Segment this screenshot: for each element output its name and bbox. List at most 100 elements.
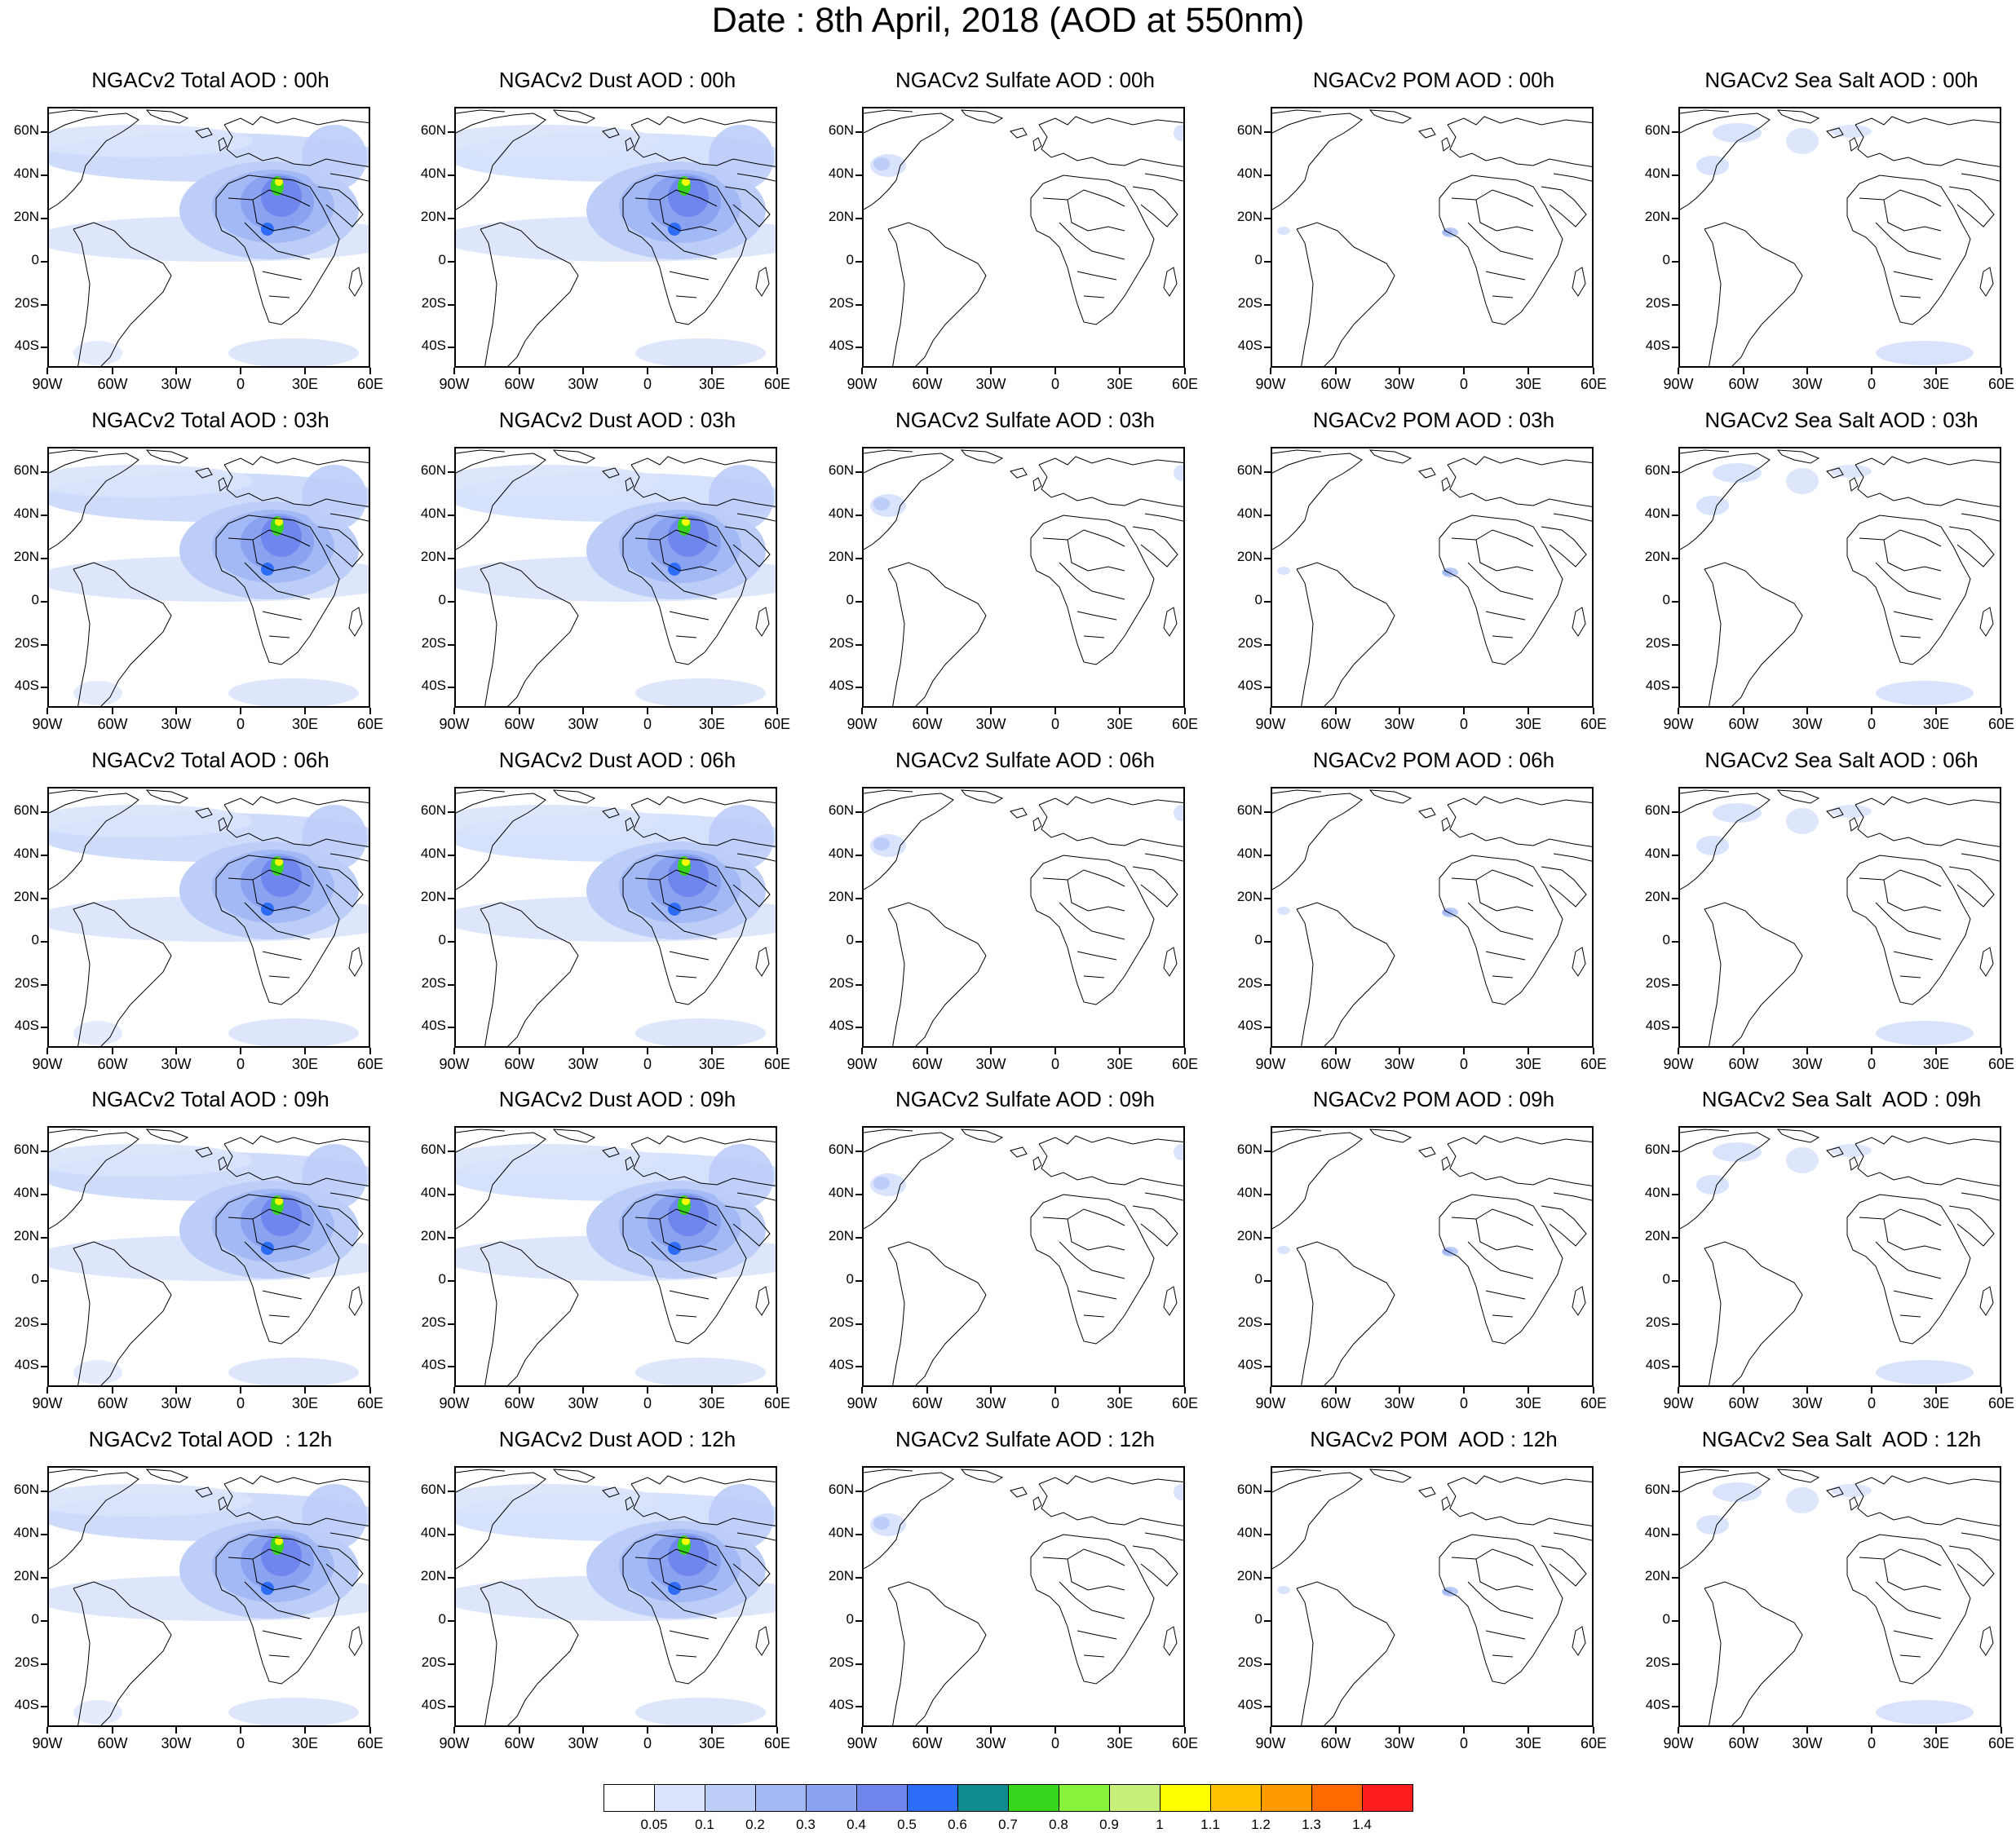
coastline-path [1572,607,1586,637]
lat-tick [855,1534,862,1535]
lon-tick-label: 30E [291,376,319,392]
coastline-path [1899,295,1921,298]
aod-field-patch [1831,465,1872,478]
coastline-path [218,817,228,832]
coastline-path [1855,1143,2000,1186]
lat-tick [855,1491,862,1492]
aod-field-patch [709,1484,774,1549]
lat-tick [41,1280,47,1282]
coastline-path [145,1129,189,1143]
coastline-path [724,186,771,227]
coastline-path [456,1132,546,1230]
coastline-path [1144,513,1183,522]
aod-field-patch [873,1517,890,1530]
lon-tick-label: 30W [161,1056,192,1072]
aod-field-patch [668,903,681,916]
lon-tick-label: 30W [1792,1395,1823,1411]
coastline-path [1826,127,1844,139]
coastline-path [1077,1630,1117,1640]
lon-tick [1527,368,1529,374]
coastline-path [1042,1548,1125,1566]
lat-tick [448,1323,454,1325]
coastline-path [864,1469,913,1473]
aod-field-svg [864,449,1183,706]
coastline-path [1042,869,1125,887]
aod-field-patch [456,1144,660,1177]
coastline-path [1144,1532,1183,1541]
coastline-path [1893,1630,1934,1640]
lat-tick [855,1577,862,1579]
lon-tick [582,708,584,714]
coastline-path [1680,1472,1771,1570]
lat-tick [855,558,862,559]
lon-tick [1399,1727,1400,1734]
lat-tick [41,1323,47,1325]
lon-tick-label: 90W [439,1395,470,1411]
lon-tick [1871,708,1872,714]
coastline-path [1467,1241,1534,1279]
lon-tick [46,368,48,374]
coastline-path [669,1630,710,1640]
lon-tick-label: 60W [1320,1735,1351,1751]
lon-tick-label: 0 [236,376,245,392]
aod-field-patch [1713,1142,1762,1162]
aod-field-patch [73,1021,122,1045]
coastline-path [49,109,99,114]
coastline-path [1855,464,2000,507]
coastline-path [864,449,913,454]
coastline-path [1875,1241,1942,1279]
lon-tick [990,1387,992,1394]
coastline-path [1485,951,1526,961]
lat-tick-label: 40S [829,1697,854,1712]
coastline-path [1680,109,1730,114]
lat-tick [1672,687,1678,688]
colorbar-swatch [806,1784,857,1812]
lat-tick [1672,261,1678,263]
lat-tick [1264,471,1271,473]
coastline-path [1418,1146,1436,1158]
coastline-path [675,295,697,298]
coastline-path [1475,539,1534,572]
coastline-path [329,1192,369,1201]
aod-field-svg [1680,449,2000,706]
aod-map [862,1126,1185,1387]
coastline-path [317,866,364,908]
lat-tick [448,471,454,473]
coastline-path [195,1146,213,1158]
lon-tick-label: 90W [32,716,63,732]
coastline-path [1826,467,1844,479]
lon-tick-label: 30E [1514,376,1542,392]
lat-tick-label: 60N [828,462,854,478]
coastline-path [1441,477,1451,492]
lon-tick-label: 60E [1987,1056,2015,1072]
coastline-path [887,562,987,706]
lon-tick-label: 60W [97,1395,128,1411]
coastline-path [1059,902,1125,940]
lat-tick [1264,304,1271,306]
lat-tick [41,855,47,856]
aod-field-patch [1696,156,1729,175]
lon-tick [304,708,306,714]
coastline-path [223,796,369,806]
coastline-path [1038,1483,1183,1526]
lat-tick [448,131,454,133]
aod-field-patch [275,1197,283,1205]
lat-tick-label: 20S [421,975,446,991]
coastline-path [49,1132,139,1230]
coastline-path [1475,879,1534,912]
lat-tick-label: 0 [1254,1611,1262,1627]
coastline-path [634,529,718,547]
lat-tick [448,347,454,348]
lon-tick-label: 0 [236,716,245,732]
lon-tick-label: 90W [32,1056,63,1072]
coastline-path [1475,199,1534,232]
lat-tick [1264,1366,1271,1367]
coastline-path [1032,1156,1042,1171]
lon-tick-label: 30E [1514,1735,1542,1751]
lon-tick [369,708,371,714]
coastline-path [724,1545,771,1587]
lat-tick [1264,1151,1271,1152]
lat-tick [448,515,454,516]
coastline-path [630,116,776,126]
lon-tick-label: 60E [1171,1395,1199,1411]
